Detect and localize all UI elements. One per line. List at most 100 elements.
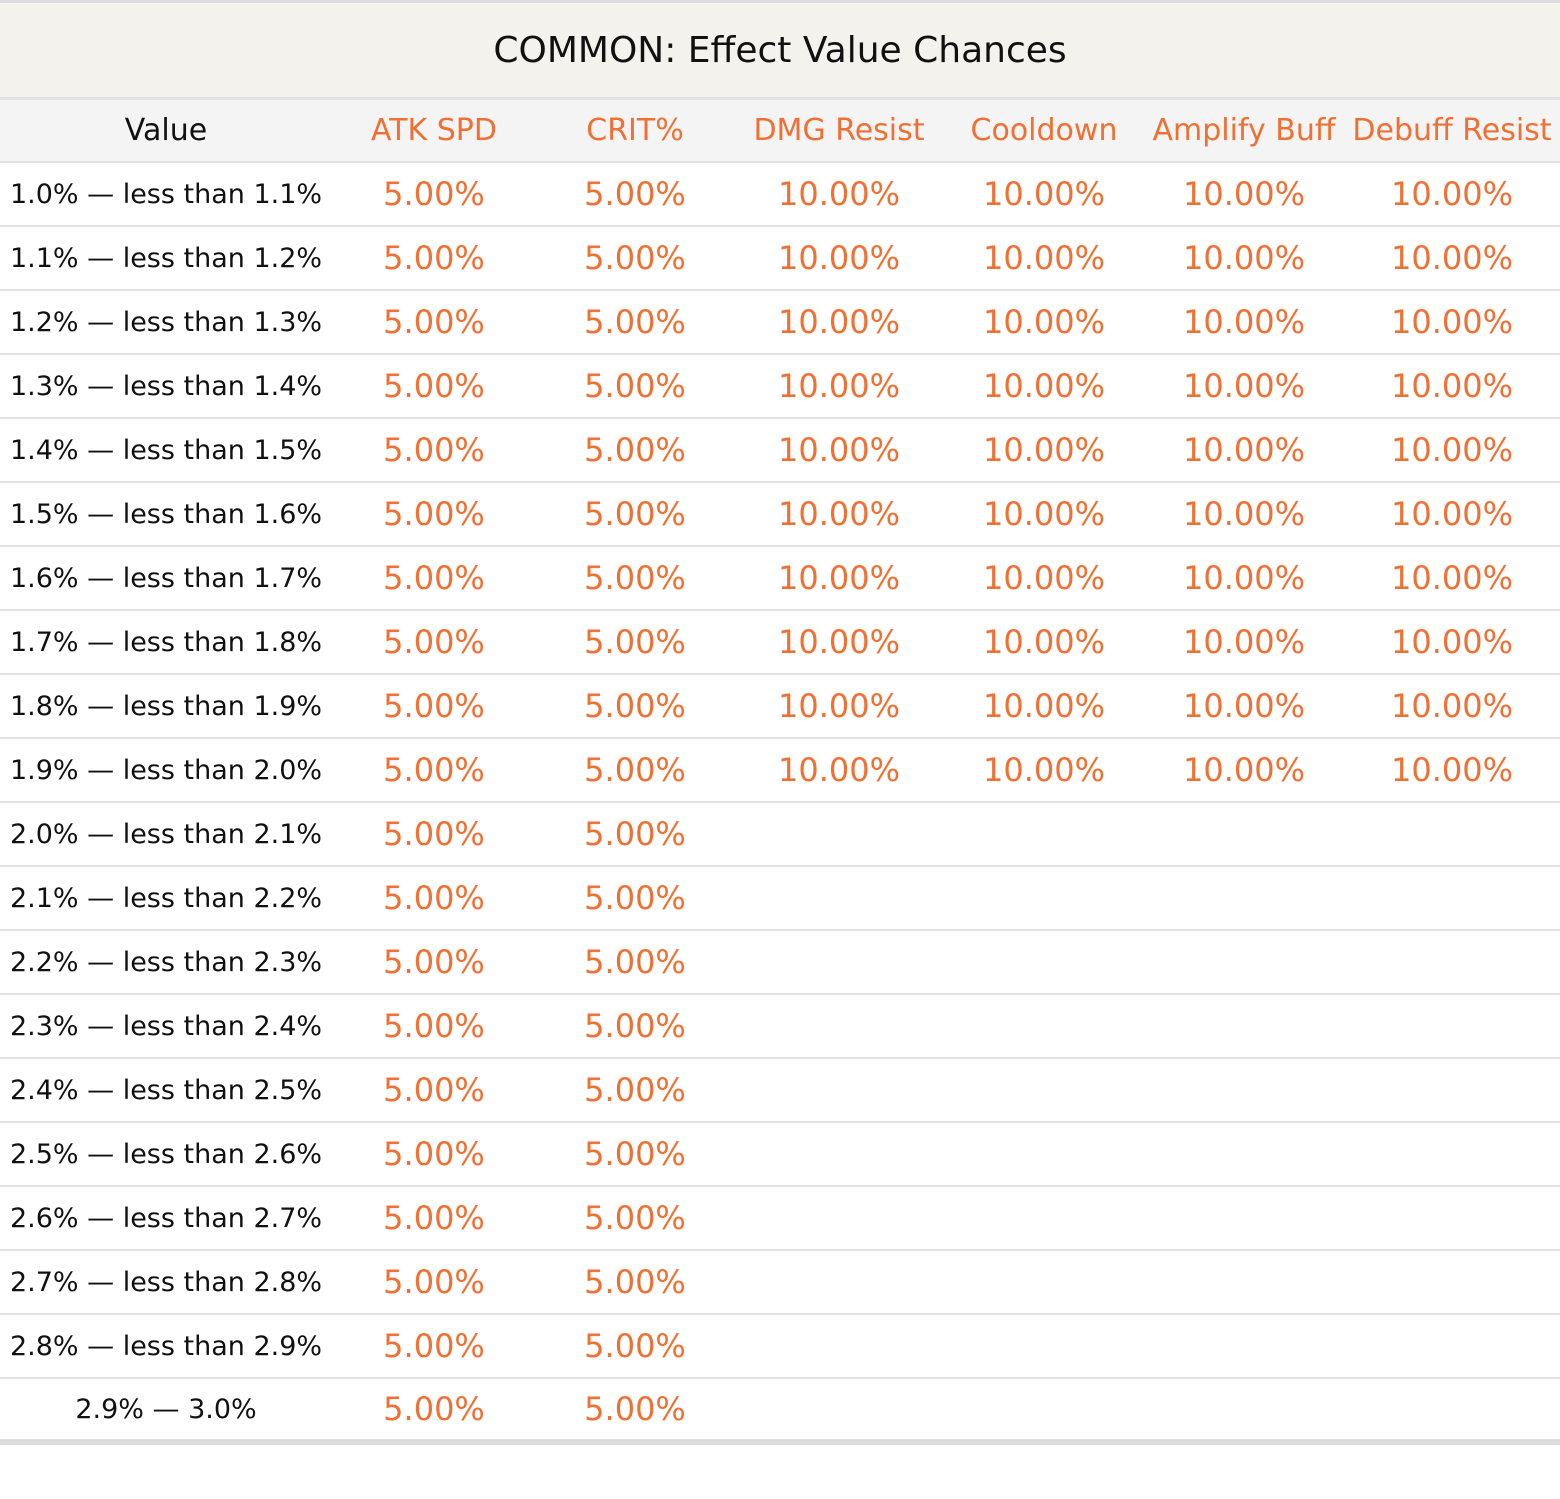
cell-debuff-resist — [1344, 802, 1560, 866]
cell-value-range: 1.8% — less than 1.9% — [9, 690, 323, 722]
cell-debuff-resist: 10.00% — [1390, 175, 1513, 213]
cell-debuff-resist — [1344, 994, 1560, 1058]
cell-atk-spd: 5.00% — [383, 879, 485, 917]
cell-cooldown: 10.00% — [982, 431, 1105, 469]
effect-value-chances-panel: COMMON: Effect Value Chances Value ATK S… — [0, 0, 1560, 1442]
column-header-crit: CRIT% — [586, 113, 684, 148]
table-row: 1.1% — less than 1.2% 5.00% 5.00% 10.00% 10.… — [0, 226, 1560, 290]
cell-atk-spd: 5.00% — [383, 1263, 485, 1301]
cell-crit: 5.00% — [584, 1071, 686, 1109]
cell-amplify-buff: 10.00% — [1182, 623, 1305, 661]
cell-cooldown — [944, 1122, 1144, 1186]
cell-debuff-resist — [1344, 1378, 1560, 1442]
cell-value-range: 2.2% — less than 2.3% — [9, 946, 323, 978]
cell-atk-spd: 5.00% — [383, 1071, 485, 1109]
cell-cooldown: 10.00% — [982, 175, 1105, 213]
cell-atk-spd: 5.00% — [383, 559, 485, 597]
cell-dmg-resist: 10.00% — [777, 495, 900, 533]
column-header-dmg-resist: DMG Resist — [753, 113, 925, 148]
cell-crit: 5.00% — [584, 687, 686, 725]
column-header-atk-spd: ATK SPD — [371, 113, 497, 148]
cell-amplify-buff: 10.00% — [1182, 303, 1305, 341]
cell-amplify-buff — [1144, 1250, 1344, 1314]
cell-cooldown — [944, 930, 1144, 994]
cell-value-range: 1.3% — less than 1.4% — [9, 370, 323, 402]
cell-amplify-buff — [1144, 802, 1344, 866]
cell-dmg-resist — [734, 1058, 944, 1122]
table-row: 2.1% — less than 2.2% 5.00% 5.00% — [0, 866, 1560, 930]
column-header-value: Value — [124, 113, 208, 148]
cell-value-range: 2.4% — less than 2.5% — [9, 1074, 323, 1106]
table-body: 1.0% — less than 1.1% 5.00% 5.00% 10.00% 10.… — [0, 162, 1560, 1442]
table-row: 2.4% — less than 2.5% 5.00% 5.00% — [0, 1058, 1560, 1122]
cell-amplify-buff: 10.00% — [1182, 559, 1305, 597]
cell-crit: 5.00% — [584, 1263, 686, 1301]
cell-atk-spd: 5.00% — [383, 623, 485, 661]
cell-crit: 5.00% — [584, 1135, 686, 1173]
cell-cooldown — [944, 1058, 1144, 1122]
cell-amplify-buff: 10.00% — [1182, 431, 1305, 469]
cell-crit: 5.00% — [584, 815, 686, 853]
cell-cooldown: 10.00% — [982, 751, 1105, 789]
cell-value-range: 2.3% — less than 2.4% — [9, 1010, 323, 1042]
cell-amplify-buff — [1144, 1058, 1344, 1122]
column-header-cooldown: Cooldown — [970, 113, 1118, 148]
cell-value-range: 1.7% — less than 1.8% — [9, 626, 323, 658]
cell-dmg-resist — [734, 1250, 944, 1314]
cell-crit: 5.00% — [584, 1007, 686, 1045]
table-row: 1.5% — less than 1.6% 5.00% 5.00% 10.00% 10.… — [0, 482, 1560, 546]
cell-dmg-resist — [734, 1314, 944, 1378]
top-divider — [0, 0, 1560, 3]
cell-value-range: 2.5% — less than 2.6% — [9, 1138, 323, 1170]
cell-cooldown — [944, 866, 1144, 930]
cell-debuff-resist — [1344, 1058, 1560, 1122]
table-row: 2.8% — less than 2.9% 5.00% 5.00% — [0, 1314, 1560, 1378]
cell-atk-spd: 5.00% — [383, 303, 485, 341]
header-row: Value ATK SPD CRIT% DMG Resist Cooldown … — [0, 100, 1560, 162]
cell-value-range: 2.0% — less than 2.1% — [9, 818, 323, 850]
cell-amplify-buff: 10.00% — [1182, 687, 1305, 725]
cell-crit: 5.00% — [584, 239, 686, 277]
cell-cooldown: 10.00% — [982, 303, 1105, 341]
table-row: 2.2% — less than 2.3% 5.00% 5.00% — [0, 930, 1560, 994]
table-row: 1.0% — less than 1.1% 5.00% 5.00% 10.00% 10.… — [0, 162, 1560, 226]
cell-atk-spd: 5.00% — [383, 1390, 485, 1428]
cell-debuff-resist: 10.00% — [1390, 431, 1513, 469]
cell-cooldown: 10.00% — [982, 495, 1105, 533]
cell-cooldown — [944, 1186, 1144, 1250]
cell-atk-spd: 5.00% — [383, 751, 485, 789]
cell-cooldown: 10.00% — [982, 687, 1105, 725]
cell-cooldown — [944, 994, 1144, 1058]
cell-dmg-resist: 10.00% — [777, 431, 900, 469]
cell-crit: 5.00% — [584, 303, 686, 341]
cell-crit: 5.00% — [584, 495, 686, 533]
cell-atk-spd: 5.00% — [383, 495, 485, 533]
cell-dmg-resist — [734, 866, 944, 930]
cell-value-range: 1.2% — less than 1.3% — [9, 306, 323, 338]
cell-cooldown: 10.00% — [982, 367, 1105, 405]
table-row: 2.9% — 3.0% 5.00% 5.00% — [0, 1378, 1560, 1442]
cell-dmg-resist: 10.00% — [777, 367, 900, 405]
cell-dmg-resist — [734, 1122, 944, 1186]
cell-amplify-buff — [1144, 1122, 1344, 1186]
cell-debuff-resist: 10.00% — [1390, 495, 1513, 533]
cell-debuff-resist: 10.00% — [1390, 303, 1513, 341]
cell-atk-spd: 5.00% — [383, 1327, 485, 1365]
cell-atk-spd: 5.00% — [383, 815, 485, 853]
cell-cooldown: 10.00% — [982, 559, 1105, 597]
cell-value-range: 1.0% — less than 1.1% — [9, 178, 323, 210]
cell-atk-spd: 5.00% — [383, 239, 485, 277]
cell-value-range: 1.1% — less than 1.2% — [9, 242, 323, 274]
cell-crit: 5.00% — [584, 943, 686, 981]
cell-atk-spd: 5.00% — [383, 1007, 485, 1045]
cell-atk-spd: 5.00% — [383, 175, 485, 213]
cell-debuff-resist — [1344, 866, 1560, 930]
cell-debuff-resist: 10.00% — [1390, 239, 1513, 277]
cell-debuff-resist: 10.00% — [1390, 751, 1513, 789]
cell-cooldown — [944, 1378, 1144, 1442]
cell-atk-spd: 5.00% — [383, 1135, 485, 1173]
cell-value-range: 2.7% — less than 2.8% — [9, 1266, 323, 1298]
table-row: 1.9% — less than 2.0% 5.00% 5.00% 10.00% 10.… — [0, 738, 1560, 802]
cell-cooldown — [944, 1250, 1144, 1314]
cell-dmg-resist: 10.00% — [777, 623, 900, 661]
